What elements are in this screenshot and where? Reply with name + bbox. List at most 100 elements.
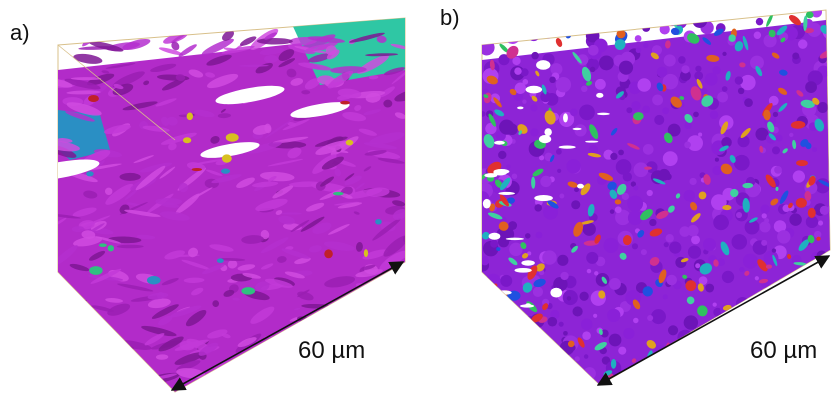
blob [808, 208, 816, 218]
blob [636, 47, 642, 53]
blob [512, 366, 517, 371]
blob [533, 287, 543, 297]
blob [693, 112, 699, 118]
blob [758, 364, 766, 370]
blob [390, 364, 402, 373]
blob [499, 119, 514, 134]
blob [566, 372, 577, 383]
blob [371, 336, 385, 343]
blob [794, 325, 806, 337]
blob [68, 314, 78, 324]
blob [377, 306, 394, 315]
blob [89, 266, 102, 275]
blob [792, 53, 799, 60]
blob [738, 88, 744, 94]
blob [789, 213, 801, 225]
blob [81, 333, 100, 350]
blob [593, 314, 597, 318]
blob [342, 326, 355, 336]
blob [133, 376, 148, 388]
blob [692, 13, 707, 28]
blob [780, 321, 788, 329]
blob [592, 22, 601, 31]
blob [553, 379, 568, 394]
blob [382, 329, 399, 335]
blob [818, 221, 823, 226]
blob [544, 128, 551, 136]
blob [748, 302, 764, 318]
blob [624, 8, 635, 19]
blob [542, 383, 552, 393]
blob [813, 319, 823, 329]
blob [570, 109, 578, 117]
blob [333, 192, 344, 196]
blob [183, 137, 191, 143]
blob [805, 280, 819, 294]
blob [579, 292, 588, 301]
blob [705, 73, 718, 86]
blob [634, 162, 649, 177]
blob [599, 56, 614, 71]
blob [724, 378, 729, 383]
blob [514, 8, 520, 14]
blob [487, 20, 496, 29]
blob [574, 187, 579, 192]
blob [703, 238, 716, 251]
blob [235, 388, 264, 396]
blob [525, 303, 531, 306]
blob [577, 184, 584, 189]
blob [353, 294, 384, 309]
blob [217, 258, 224, 263]
blob [572, 306, 582, 316]
blob [641, 249, 647, 255]
blob [684, 122, 691, 129]
blob [257, 374, 274, 389]
blob [652, 94, 663, 105]
blob [67, 30, 91, 43]
blob [479, 40, 495, 56]
blob [489, 6, 499, 16]
blob [550, 288, 562, 298]
blob [322, 307, 338, 317]
blob [595, 79, 606, 90]
blob [657, 67, 668, 78]
blob [761, 240, 767, 246]
blob [662, 107, 669, 114]
blob [646, 369, 655, 378]
blob [222, 154, 232, 162]
blob [627, 381, 632, 386]
blob [713, 348, 726, 362]
blob [642, 106, 650, 114]
blob [704, 368, 711, 375]
blob [696, 365, 710, 379]
blob [633, 185, 638, 190]
blob [486, 274, 501, 289]
blob [673, 347, 680, 354]
blob [83, 339, 92, 343]
blob [303, 373, 314, 381]
blob [761, 205, 770, 214]
blob [647, 315, 653, 321]
blob [679, 226, 690, 237]
blob [702, 383, 709, 390]
blob [495, 360, 506, 371]
blob [548, 371, 558, 381]
blob [534, 356, 539, 361]
blob [765, 314, 771, 320]
blob [531, 376, 546, 386]
blob [586, 252, 598, 264]
blob [52, 295, 69, 301]
blob [99, 243, 107, 247]
blob [721, 318, 737, 334]
blob [512, 173, 518, 179]
blob [657, 11, 666, 20]
blob [722, 205, 731, 210]
blob [488, 7, 500, 16]
blob [778, 305, 785, 312]
blob [643, 144, 654, 155]
blob [705, 284, 714, 293]
blob [712, 66, 720, 74]
blob [774, 166, 782, 174]
blob [271, 365, 299, 376]
blob [722, 271, 734, 283]
